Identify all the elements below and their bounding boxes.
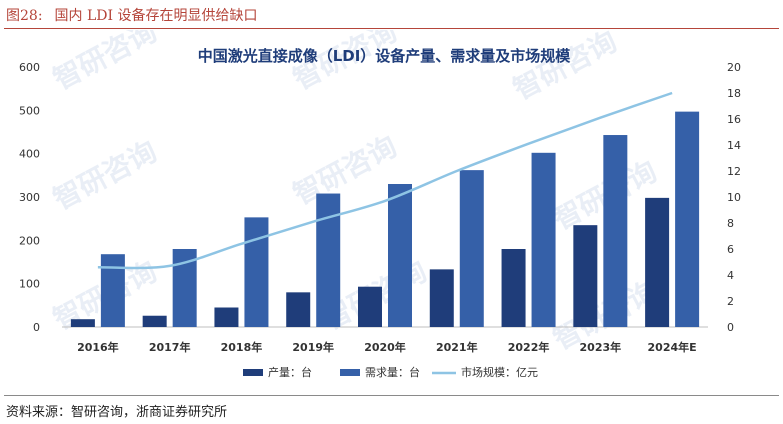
x-tick-label: 2019年	[292, 340, 334, 354]
legend-label: 产量：台	[268, 365, 312, 379]
y-left-tick-label: 500	[19, 104, 40, 117]
y-left-tick-label: 400	[19, 148, 40, 161]
x-tick-label: 2017年	[149, 340, 191, 354]
x-tick-label: 2018年	[221, 340, 263, 354]
x-tick-label: 2022年	[508, 340, 550, 354]
line-market-size	[97, 91, 673, 270]
y-right-tick-label: 10	[727, 191, 741, 204]
y-right-tick-label: 14	[727, 139, 741, 152]
x-tick-label: 2020年	[364, 340, 406, 354]
x-axis-labels: 2016年 2017年 2018年 2019年 2020年 2021年 2022年 2023年…	[77, 340, 697, 354]
bar-production	[645, 197, 670, 327]
bar-demand	[100, 254, 125, 327]
bar-production	[70, 319, 95, 327]
y-left-tick-label: 200	[19, 234, 40, 247]
bar-demand	[388, 184, 412, 327]
y-right-tick-label: 8	[727, 217, 734, 230]
bar-demand	[603, 135, 628, 327]
chart: 智研咨询智研咨询智研咨询智研咨询智研咨询智研咨询智研咨询智研咨询智研咨询 中国激…	[0, 30, 783, 395]
y-left-tick-label: 300	[19, 191, 40, 204]
bar-production	[501, 249, 526, 327]
bar-demand	[244, 217, 269, 327]
y-left-tick-label: 600	[19, 61, 40, 74]
y-right-tick-label: 16	[727, 113, 741, 126]
line-layer	[97, 91, 673, 270]
x-tick-label: 2024年E	[648, 340, 697, 354]
x-tick-label: 2016年	[77, 340, 119, 354]
legend-swatch	[340, 369, 360, 376]
legend-swatch	[243, 369, 263, 376]
y-left-tick-label: 0	[33, 321, 40, 334]
figure-title: 国内 LDI 设备存在明显供给缺口	[54, 8, 258, 24]
chart-title: 中国激光直接成像（LDI）设备产量、需求量及市场规模	[198, 47, 572, 65]
bar-production	[429, 269, 454, 327]
bar-production	[358, 286, 382, 327]
bar-production	[573, 225, 598, 327]
figure-number: 图28:	[6, 8, 43, 24]
y-right-tick-label: 0	[727, 321, 734, 334]
legend-label: 市场规模：亿元	[461, 365, 538, 379]
figure-caption: 图28: 国内 LDI 设备存在明显供给缺口	[6, 5, 257, 25]
bar-production	[142, 315, 167, 327]
y-right-tick-label: 4	[727, 269, 734, 282]
bar-demand	[531, 152, 556, 327]
legend-label: 需求量：台	[365, 365, 420, 379]
source-note: 资料来源：智研咨询，浙商证券研究所	[6, 405, 228, 420]
bar-demand	[459, 170, 484, 327]
y-axis-right: 0 2 4 6 8 10 12 14 16 18 20	[727, 61, 741, 334]
y-right-tick-label: 18	[727, 87, 741, 100]
caption-rule	[4, 28, 779, 29]
y-right-tick-label: 2	[727, 295, 734, 308]
bar-demand	[675, 111, 700, 327]
x-tick-label: 2023年	[580, 340, 622, 354]
y-axis-left: 0 100 200 300 400 500 600	[19, 61, 40, 334]
y-right-tick-label: 12	[727, 165, 741, 178]
legend: 产量：台 需求量：台 市场规模：亿元	[243, 365, 538, 379]
bar-demand	[316, 193, 341, 327]
y-left-tick-label: 100	[19, 278, 40, 291]
bar-production	[286, 292, 311, 327]
source-rule	[4, 395, 779, 396]
x-tick-label: 2021年	[436, 340, 478, 354]
y-right-tick-label: 6	[727, 243, 734, 256]
bar-production	[214, 307, 239, 327]
y-right-tick-label: 20	[727, 61, 741, 74]
